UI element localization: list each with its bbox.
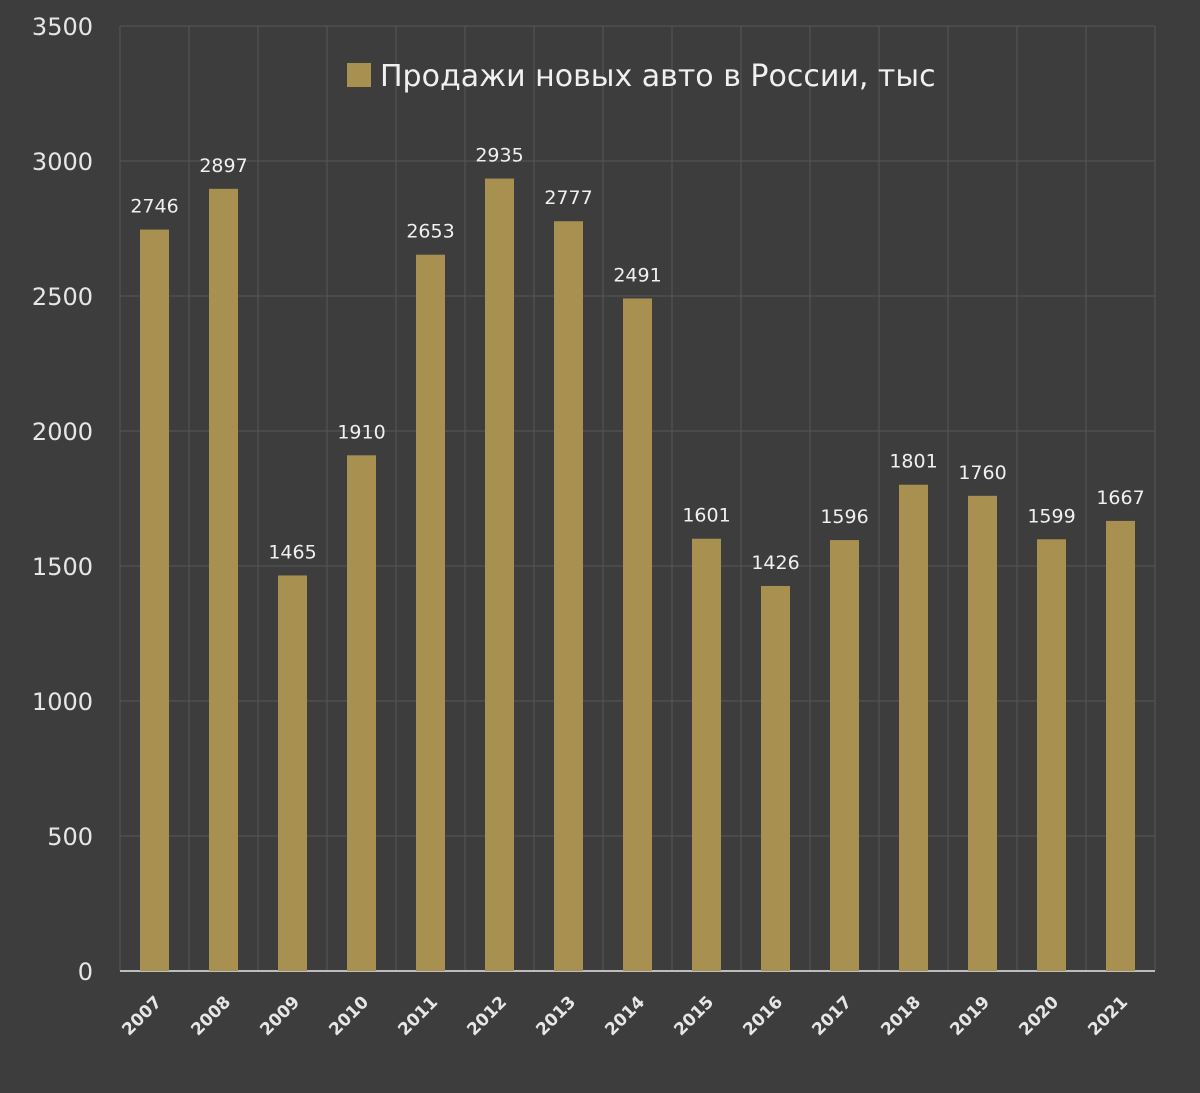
x-axis-ticks: 2007 2008 2009 2010 2011 2012 2013 2014 2015 2016… [118,992,1132,1040]
data-label-2016: 1426 [751,552,799,574]
bar-2015 [692,538,721,971]
x-tick-label-2019: 2019 [946,992,994,1040]
bar-2007 [140,229,169,971]
grid-layer [119,25,1156,972]
bar-2014 [623,298,652,971]
x-tick-label-2021: 2021 [1084,992,1132,1040]
legend: Продажи новых авто в России, тыс [347,59,936,94]
y-tick-label: 3500 [32,13,93,41]
bar-2020 [1037,539,1066,971]
data-label-2007: 2746 [130,196,178,218]
bar-2016 [761,585,790,971]
data-label-2019: 1760 [958,462,1006,484]
bar-2021 [1106,520,1135,971]
x-tick-label-2007: 2007 [118,992,166,1040]
x-tick-label-2016: 2016 [739,992,787,1040]
bar-2008 [209,188,238,971]
x-tick-label-2013: 2013 [532,992,580,1040]
y-axis-ticks: 0 500 1000 1500 2000 2500 3000 3500 [32,13,93,986]
data-label-2021: 1667 [1096,487,1144,509]
x-tick-label-2020: 2020 [1015,992,1063,1040]
legend-label: Продажи новых авто в России, тыс [380,59,936,94]
data-labels-layer: 2746 2897 1465 1910 2653 2935 2777 2491 1601 1426… [130,145,1144,574]
data-label-2014: 2491 [613,264,661,286]
y-tick-label: 500 [47,823,93,851]
data-label-2020: 1599 [1027,505,1075,527]
y-tick-label: 1000 [32,688,93,716]
bar-2019 [968,495,997,971]
data-label-2017: 1596 [820,506,868,528]
x-tick-label-2011: 2011 [394,992,442,1040]
data-label-2012: 2935 [475,145,523,167]
bar-2018 [899,484,928,971]
y-tick-label: 3000 [32,148,93,176]
x-tick-label-2012: 2012 [463,992,511,1040]
x-tick-label-2018: 2018 [877,992,925,1040]
data-label-2009: 1465 [268,541,316,563]
data-label-2010: 1910 [337,421,385,443]
y-tick-label: 2000 [32,418,93,446]
data-label-2015: 1601 [682,505,730,527]
x-tick-label-2017: 2017 [808,992,856,1040]
x-tick-label-2008: 2008 [187,992,235,1040]
x-tick-label-2009: 2009 [256,992,304,1040]
x-tick-label-2015: 2015 [670,992,718,1040]
data-label-2008: 2897 [199,155,247,177]
bar-2013 [554,221,583,971]
bar-2010 [347,455,376,971]
x-tick-label-2010: 2010 [325,992,373,1040]
x-tick-label-2014: 2014 [601,992,649,1040]
bar-2009 [278,575,307,971]
data-label-2013: 2777 [544,187,592,209]
legend-swatch [347,63,371,87]
bar-2017 [830,540,859,971]
bar-2011 [416,254,445,971]
data-label-2018: 1801 [889,451,937,473]
bars-layer [140,178,1135,972]
y-tick-label: 2500 [32,283,93,311]
y-tick-label: 0 [78,958,93,986]
y-tick-label: 1500 [32,553,93,581]
bar-2012 [485,178,514,972]
data-label-2011: 2653 [406,221,454,243]
